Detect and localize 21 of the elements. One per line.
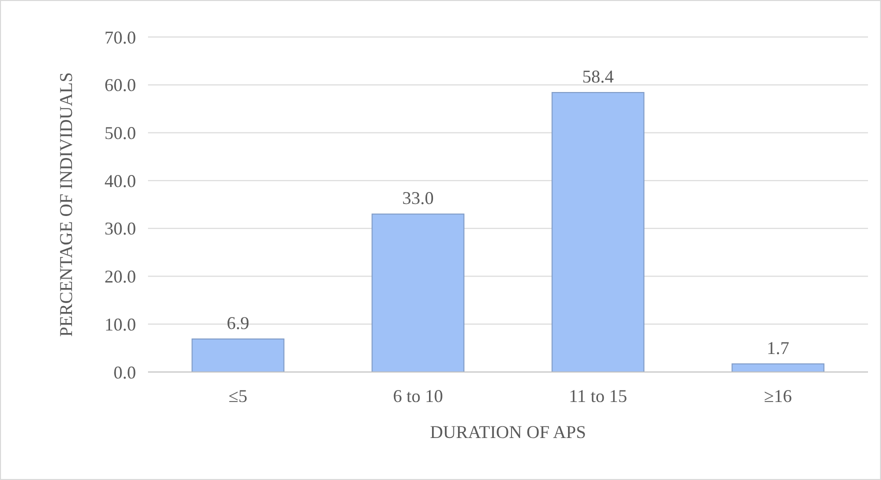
y-tick-label: 50.0 — [104, 123, 136, 144]
bar — [552, 92, 644, 372]
y-axis-title: PERCENTAGE OF INDIVIDUALS — [56, 72, 76, 337]
bar — [372, 214, 464, 372]
y-tick-label: 70.0 — [104, 27, 136, 48]
x-tick-label: ≤5 — [228, 386, 248, 406]
y-tick-label: 20.0 — [104, 266, 136, 287]
x-tick-label: 6 to 10 — [392, 386, 444, 406]
x-axis-title: DURATION OF APS — [430, 422, 586, 442]
y-tick-label: 0.0 — [114, 362, 136, 382]
x-tick-label: 11 to 15 — [568, 386, 628, 406]
data-label: 6.9 — [226, 312, 250, 333]
y-tick-label: 30.0 — [104, 218, 136, 239]
y-tick-label: 10.0 — [104, 314, 136, 334]
y-tick-label: 40.0 — [104, 170, 136, 191]
bar — [192, 338, 284, 372]
data-label: 33.0 — [402, 188, 434, 208]
data-label: 1.7 — [766, 338, 790, 358]
x-tick-label: ≥16 — [764, 386, 792, 406]
data-label: 58.4 — [582, 66, 614, 87]
y-tick-label: 60.0 — [104, 75, 136, 96]
